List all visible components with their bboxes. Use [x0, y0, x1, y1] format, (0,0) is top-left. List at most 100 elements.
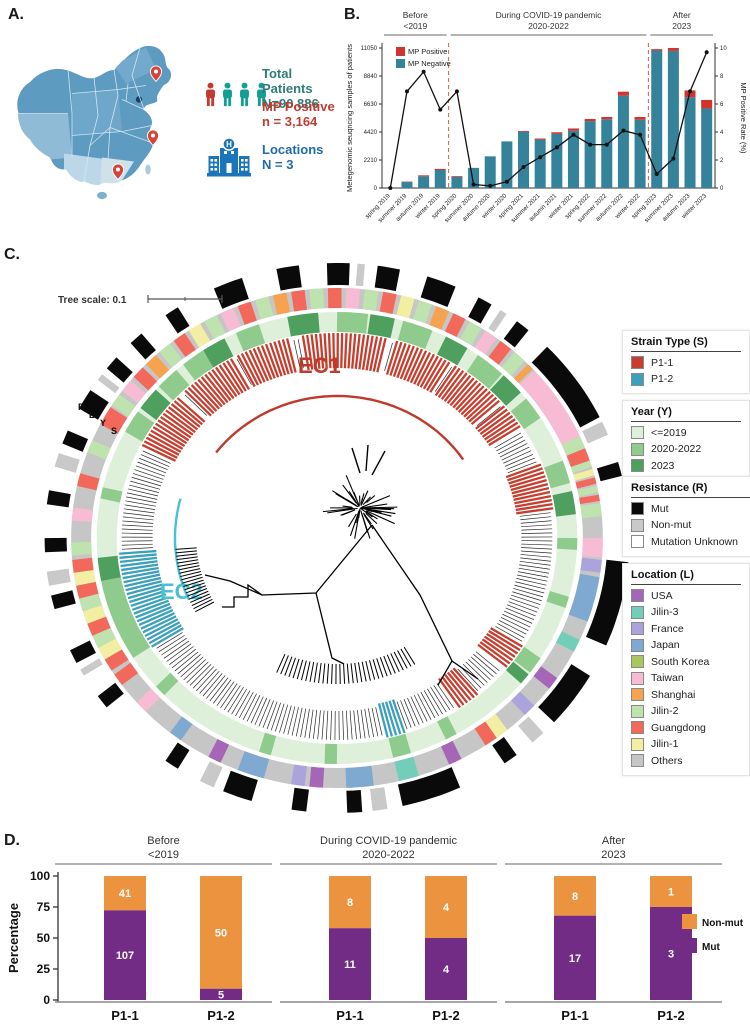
- svg-text:10: 10: [720, 46, 727, 52]
- tree-branches: [204, 444, 479, 686]
- svg-text:Before: Before: [147, 835, 179, 847]
- map-taiwan: [145, 164, 151, 175]
- stat-total-patients: Total Patients N=90,886: [262, 66, 345, 111]
- hospital-icon: H: [207, 137, 251, 177]
- legend-title: Resistance (R): [631, 482, 750, 498]
- axes: 0 25 50 75 100 Percentage: [6, 869, 59, 1007]
- person-icon: [206, 82, 215, 107]
- svg-text:MP Negative: MP Negative: [408, 59, 451, 68]
- legend-item-label: Shanghai: [651, 688, 696, 701]
- tree-tip-fans: [175, 547, 416, 685]
- legend-swatch: [631, 671, 644, 685]
- svg-text:4: 4: [443, 964, 450, 976]
- legend-item-label: France: [651, 622, 684, 635]
- svg-text:17: 17: [569, 953, 581, 965]
- svg-text:S: S: [111, 426, 117, 436]
- svg-text:P1-2: P1-2: [657, 1008, 684, 1023]
- legend-item-label: Japan: [651, 639, 680, 651]
- svg-text:MP Positive: MP Positive: [408, 47, 447, 56]
- legend-swatch: [631, 372, 644, 386]
- panel-c: C. EC1 EC2 R L Y S Tree scale: 0.1 Strain Type…: [0, 243, 750, 828]
- svg-text:11: 11: [344, 959, 356, 971]
- svg-text:Non-mut: Non-mut: [702, 918, 744, 929]
- legend-item: <=2019: [631, 426, 741, 439]
- legend-item-label: Mut: [651, 502, 669, 515]
- map-borders: [18, 47, 155, 182]
- seasonal-samples-chart: 0 2210 4420 6630 8840 11050 0 2 4 6 8 10 Metegenomic…: [345, 10, 748, 224]
- legend-resistance-r-: Resistance (R) Mut Non-mut Mutation Unknown: [622, 476, 750, 557]
- svg-text:6: 6: [720, 102, 724, 108]
- legend-strain-type-s-: Strain Type (S) P1-1 P1-2: [622, 330, 750, 394]
- clade-label-ec1: EC1: [298, 353, 341, 378]
- panel-b: B. 0 2210 4420 6630 8840 11050 0 2 4 6 8 10 Metegeno…: [340, 0, 750, 242]
- legend-swatch: [631, 704, 644, 718]
- bars: [401, 48, 713, 188]
- rate-line: [388, 50, 709, 190]
- legend-item: Jilin-1: [631, 737, 741, 751]
- legend-swatch: [631, 688, 644, 701]
- svg-text:8840: 8840: [364, 74, 378, 80]
- svg-text:75: 75: [37, 900, 51, 914]
- stat-locations: Locations N = 3: [262, 142, 323, 172]
- svg-text:P1-2: P1-2: [432, 1008, 459, 1023]
- svg-text:8: 8: [720, 74, 724, 80]
- svg-text:50: 50: [37, 931, 51, 945]
- legend-item-label: Non-mut: [651, 519, 692, 531]
- legend-item: Non-mut: [631, 518, 750, 532]
- legend-location-l-: Location (L) USA Jilin-3 France Japan South K…: [622, 563, 750, 776]
- legend-item: USA: [631, 589, 741, 602]
- svg-text:P1-1: P1-1: [336, 1008, 363, 1023]
- person-icon: [240, 82, 249, 107]
- location-pin-icon: [146, 129, 160, 147]
- svg-text:3: 3: [668, 949, 674, 961]
- legend-item-label: USA: [651, 589, 673, 602]
- china-map: [16, 44, 173, 200]
- legend-item: 2020-2022: [631, 442, 741, 456]
- legend-item: P1-1: [631, 356, 741, 369]
- svg-text:2: 2: [720, 158, 724, 164]
- legend-swatch: [631, 589, 644, 602]
- panel-d: D. 0 25 50 75 100 Percentage Before <2019 41 107 P…: [0, 828, 750, 1036]
- svg-text:2020-2022: 2020-2022: [362, 849, 415, 861]
- svg-text:Metegenomic seuqncing samples: Metegenomic seuqncing samples of patient…: [345, 44, 354, 192]
- map-pins: [111, 65, 163, 181]
- ring-location: [71, 288, 603, 789]
- legend-item: Others: [631, 754, 741, 767]
- legend-swatch: [631, 502, 644, 515]
- svg-text:11050: 11050: [361, 46, 378, 52]
- legend-year-y-: Year (Y) <=2019 2020-2022 2023: [622, 400, 750, 481]
- legend-item-label: South Korea: [651, 655, 710, 668]
- svg-text:1: 1: [668, 887, 674, 899]
- chart-legend: Non-mut Mut: [682, 914, 744, 953]
- ring-year: [96, 312, 578, 765]
- svg-text:During COVID-19 pandemic: During COVID-19 pandemic: [496, 10, 603, 20]
- legend-item: Guangdong: [631, 721, 741, 734]
- svg-text:P1-2: P1-2: [207, 1008, 234, 1023]
- group-2: During COVID-19 pandemic 2020-2022 8 11 P1-1…: [280, 835, 497, 1023]
- legend-title: Location (L): [631, 569, 741, 585]
- svg-text:P1-1: P1-1: [561, 1008, 588, 1023]
- svg-text:0: 0: [43, 993, 50, 1007]
- legend-item: 2023: [631, 459, 741, 472]
- svg-text:H: H: [226, 140, 232, 149]
- legend-swatch: [631, 655, 644, 668]
- person-icon: [257, 82, 266, 107]
- svg-text:<2019: <2019: [148, 849, 179, 861]
- panel-a: A.: [0, 0, 345, 240]
- svg-text:Mut: Mut: [702, 942, 720, 953]
- legend-item-label: 2020-2022: [651, 443, 702, 455]
- axis-labels: Metegenomic seuqncing samples of patient…: [345, 44, 748, 192]
- legend-item: Jilin-3: [631, 605, 741, 619]
- stat-label: MP Positive: [262, 99, 335, 114]
- svg-text:Percentage: Percentage: [6, 903, 21, 973]
- svg-text:4: 4: [720, 130, 724, 136]
- svg-text:100: 100: [30, 869, 50, 883]
- svg-text:25: 25: [37, 962, 51, 976]
- location-pin-icon: [149, 65, 163, 83]
- svg-text:During COVID-19 pandemic: During COVID-19 pandemic: [320, 835, 457, 847]
- svg-text:Before: Before: [403, 10, 428, 20]
- people-icons: [204, 82, 268, 107]
- svg-text:4: 4: [443, 902, 450, 914]
